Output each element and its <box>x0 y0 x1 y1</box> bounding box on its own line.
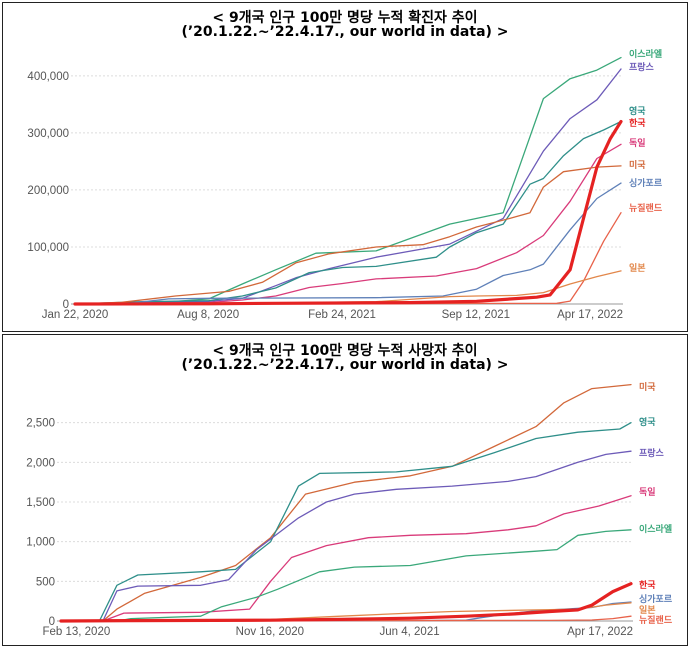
cases-series-label: 프랑스 <box>629 61 655 73</box>
deaths-series-label: 프랑스 <box>639 447 665 459</box>
deaths-y-tick-label: 2,500 <box>26 418 55 430</box>
deaths-series-label: 일본 <box>639 604 656 616</box>
cases-series-line-독일 <box>74 143 622 305</box>
deaths-x-tick-label: Jun 4, 2021 <box>380 626 440 638</box>
cases-series-label: 독일 <box>629 137 646 149</box>
deaths-y-tick-label: 1,000 <box>26 537 55 549</box>
cases-series-line-한국 <box>73 119 623 306</box>
deaths-x-tick-label: Apr 17, 2022 <box>567 626 633 638</box>
deaths-y-tick-label: 0 <box>49 616 55 628</box>
deaths-y-tick-label: 500 <box>36 576 55 588</box>
deaths-series-label: 싱가포르 <box>639 593 673 605</box>
deaths-series-line-독일 <box>60 495 632 622</box>
deaths-y-tick-label: 2,000 <box>26 457 55 469</box>
deaths-series-label: 영국 <box>639 416 656 428</box>
cases-chart-subtitle: (’20.1.22.~’22.4.17., our world in data)… <box>181 24 509 40</box>
cases-series-line-프랑스 <box>74 68 622 305</box>
deaths-y-tick-label: 1,500 <box>26 497 55 509</box>
cases-y-tick-label: 0 <box>63 299 69 311</box>
deaths-series-line-미국 <box>60 383 632 622</box>
cases-y-tick-label: 200,000 <box>27 185 69 197</box>
cases-series-line-미국 <box>74 165 622 305</box>
cases-x-tick-label: Apr 17, 2022 <box>557 309 623 321</box>
deaths-chart-panel: < 9개국 인구 100만 명당 누적 사망자 추이 (’20.1.22.~’2… <box>2 334 688 646</box>
cases-series-label: 영국 <box>629 105 646 117</box>
cases-y-tick-label: 300,000 <box>27 128 69 140</box>
cases-y-tick-label: 400,000 <box>27 71 69 83</box>
cases-series-line-영국 <box>74 120 622 305</box>
deaths-chart: 0 500 1,000 1,500 2,000 2,500 Feb 13, 2020 Nov … <box>26 381 673 638</box>
cases-series-label: 일본 <box>629 262 646 274</box>
cases-series-line-싱가포르 <box>74 182 622 305</box>
deaths-series-label: 이스라엘 <box>639 523 672 535</box>
cases-series-line-뉴질랜드 <box>74 212 622 305</box>
deaths-x-tick-label: Feb 13, 2020 <box>42 626 110 638</box>
cases-series-label: 싱가포르 <box>629 177 663 189</box>
cases-series-label: 뉴질랜드 <box>629 202 663 214</box>
deaths-chart-subtitle: (’20.1.22.~’22.4.17., our world in data)… <box>181 357 509 373</box>
deaths-series-line-이스라엘 <box>60 529 632 622</box>
cases-series-label: 이스라엘 <box>629 48 662 60</box>
cases-chart-panel: < 9개국 인구 100만 명당 누적 확진자 추이 (’20.1.22.~’2… <box>2 2 688 332</box>
deaths-chart-title: < 9개국 인구 100만 명당 누적 사망자 추이 <box>212 343 478 359</box>
cases-series-label: 미국 <box>629 159 646 171</box>
deaths-x-tick-label: Nov 16, 2020 <box>236 626 304 638</box>
cases-y-tick-label: 100,000 <box>27 242 69 254</box>
cases-x-tick-label: Aug 8, 2020 <box>177 309 239 321</box>
deaths-series-line-한국 <box>59 582 633 623</box>
cases-series-line-일본 <box>74 270 622 305</box>
cases-series-label: 한국 <box>629 117 646 129</box>
deaths-series-label: 미국 <box>639 381 656 393</box>
deaths-series-label: 독일 <box>639 486 656 498</box>
cases-x-tick-label: Sep 12, 2021 <box>442 309 510 321</box>
cases-chart-title: < 9개국 인구 100만 명당 누적 확진자 추이 <box>212 10 478 26</box>
cases-x-tick-label: Feb 24, 2021 <box>308 309 376 321</box>
deaths-series-line-영국 <box>60 422 632 622</box>
deaths-series-label: 뉴질랜드 <box>639 614 673 626</box>
cases-chart: 0 100,000 200,000 300,000 400,000 Jan 22, 202… <box>27 48 663 321</box>
deaths-series-label: 한국 <box>639 579 656 591</box>
deaths-series-line-프랑스 <box>60 450 632 622</box>
cases-x-tick-label: Jan 22, 2020 <box>42 309 109 321</box>
